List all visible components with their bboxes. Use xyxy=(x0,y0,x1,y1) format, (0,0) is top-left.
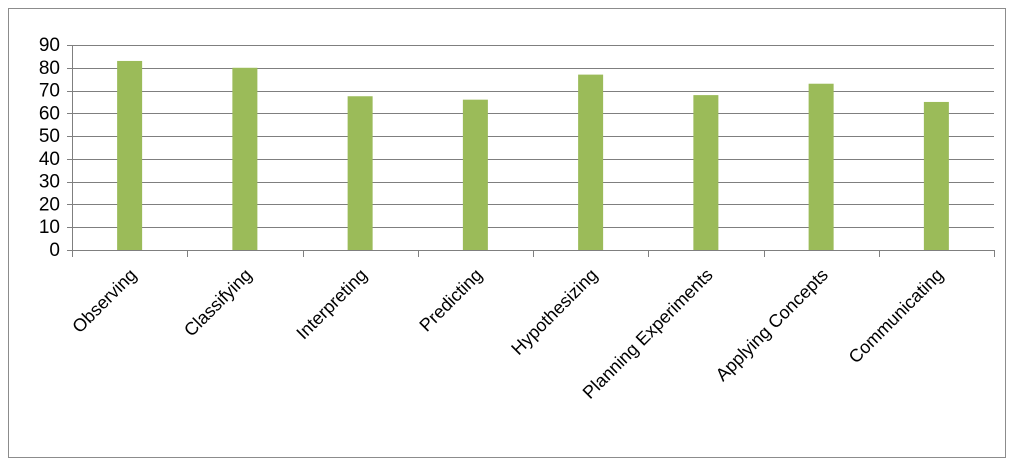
bar-applying-concepts xyxy=(808,83,834,250)
y-tick-label: 10 xyxy=(39,217,60,238)
gridlines xyxy=(72,45,994,228)
x-tick-labels: Observing Classifying Interpreting Predicti… xyxy=(68,265,947,403)
y-tick-label: 50 xyxy=(39,126,60,147)
y-tick-label: 30 xyxy=(39,172,60,193)
bar-observing xyxy=(117,60,143,250)
bar-predicting xyxy=(462,99,488,251)
axes xyxy=(67,45,995,257)
bar-planning-experiments xyxy=(693,95,719,250)
y-tick-label: 0 xyxy=(49,240,60,261)
y-tick-label: 80 xyxy=(39,58,60,79)
x-tick-label: Predicting xyxy=(415,265,486,336)
x-tick-label: Interpreting xyxy=(292,265,371,344)
x-tick-label: Applying Concepts xyxy=(712,265,832,385)
bar-hypothesizing xyxy=(578,74,604,250)
bars xyxy=(117,60,949,251)
bar-classifying xyxy=(232,67,258,251)
x-tick-label: Classifying xyxy=(180,265,256,341)
y-tick-label: 20 xyxy=(39,194,60,215)
x-tick-label: Hypothesizing xyxy=(507,265,601,359)
chart-frame xyxy=(8,8,1006,458)
y-tick-label: 90 xyxy=(39,35,60,56)
y-tick-label: 60 xyxy=(39,103,60,124)
y-tick-label: 40 xyxy=(39,149,60,170)
y-tick-label: 70 xyxy=(39,81,60,102)
x-tick-label: Communicating xyxy=(845,265,948,368)
bar-interpreting xyxy=(347,96,373,250)
x-tick-label: Observing xyxy=(68,265,140,337)
bar-communicating xyxy=(923,101,949,250)
x-tick-label: Planning Experiments xyxy=(579,265,717,403)
